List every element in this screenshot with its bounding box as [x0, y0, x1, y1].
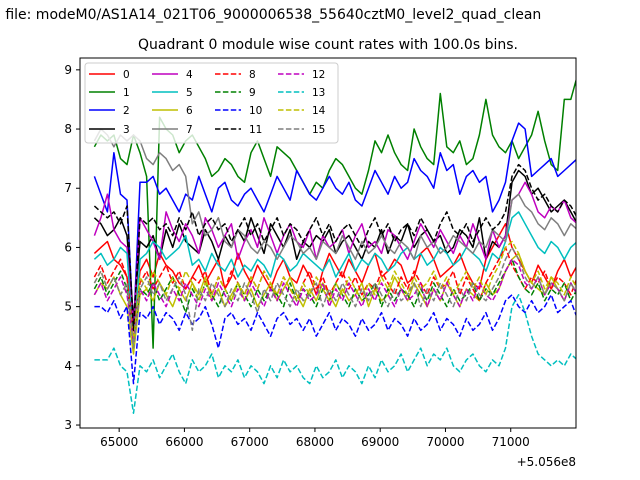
x-tick-label: 69000 — [361, 435, 399, 449]
x-tick-label: 65000 — [100, 435, 138, 449]
x-tick-label: 68000 — [296, 435, 334, 449]
figure-suptitle: n file: modeM0/AS1A14_021T06_9000006538_… — [0, 7, 541, 23]
y-tick-label: 5 — [64, 300, 72, 314]
y-tick-label: 4 — [64, 359, 72, 373]
series-line-4 — [93, 181, 576, 326]
x-tick-label: 70000 — [426, 435, 464, 449]
series-line-14 — [93, 240, 576, 343]
series-line-3 — [93, 169, 576, 320]
legend-label-7: 7 — [186, 124, 193, 136]
series-line-10 — [94, 294, 576, 385]
legend-label-8: 8 — [249, 69, 256, 81]
legend-box — [84, 62, 339, 144]
legend-label-4: 4 — [186, 69, 193, 81]
y-tick-label: 6 — [64, 240, 72, 254]
series-line-7 — [93, 128, 576, 261]
y-tick-label: 3 — [64, 418, 72, 432]
x-offset-text: +5.056e8 — [517, 455, 576, 469]
y-tick-label: 7 — [64, 181, 72, 195]
legend-label-13: 13 — [312, 87, 325, 99]
x-axis: 65000 66000 67000 68000 69000 70000 71000 — [100, 428, 530, 449]
series-line-11 — [93, 163, 576, 332]
legend-label-2: 2 — [123, 105, 130, 117]
legend-label-5: 5 — [186, 87, 193, 99]
series-line-13 — [94, 294, 576, 414]
legend-label-0: 0 — [123, 69, 130, 81]
chart-title: Quadrant 0 module wise count rates with … — [138, 37, 518, 53]
legend-label-1: 1 — [123, 87, 130, 99]
legend-label-3: 3 — [123, 124, 130, 136]
plot-frame — [79, 57, 577, 429]
legend-label-10: 10 — [249, 105, 262, 117]
series-layer — [93, 77, 576, 414]
x-tick-label: 67000 — [231, 435, 269, 449]
legend-label-6: 6 — [186, 105, 193, 117]
legend-label-9: 9 — [249, 87, 256, 99]
x-tick-label: 66000 — [165, 435, 203, 449]
y-axis: 3 4 5 6 7 8 9 — [64, 63, 80, 432]
legend-label-15: 15 — [312, 124, 325, 136]
series-line-15 — [93, 246, 576, 349]
legend-label-11: 11 — [249, 124, 262, 136]
legend-label-12: 12 — [312, 69, 325, 81]
y-tick-label: 9 — [64, 63, 72, 77]
series-line-9 — [93, 258, 576, 343]
x-tick-label: 71000 — [492, 435, 530, 449]
y-tick-label: 8 — [64, 122, 72, 136]
series-line-5 — [93, 211, 576, 349]
series-line-8 — [93, 246, 576, 337]
legend-label-14: 14 — [312, 105, 326, 117]
